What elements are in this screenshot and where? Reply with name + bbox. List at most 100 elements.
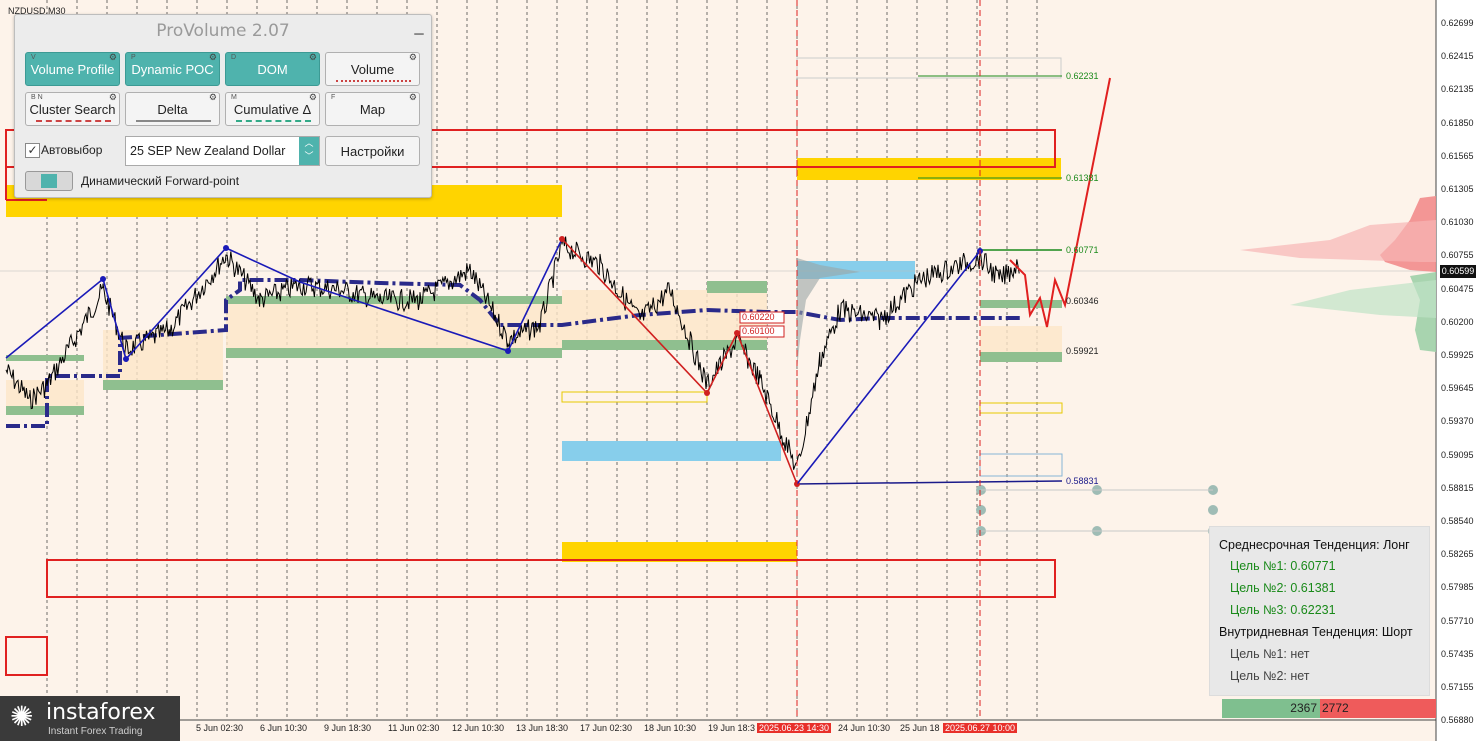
label-level-a: 0.60346 xyxy=(1066,296,1099,306)
dynamic-poc-button[interactable]: P ⚙ Dynamic POC xyxy=(125,52,220,86)
label-level-b: 0.59921 xyxy=(1066,346,1099,356)
value-area-1b xyxy=(226,296,562,304)
session-profile xyxy=(797,258,860,370)
autoselect-checkbox[interactable]: ✓ xyxy=(25,143,40,158)
value-area-2 xyxy=(562,340,767,350)
provolume-panel[interactable]: ProVolume 2.07 ▁ V ⚙ Volume Profile P ⚙ … xyxy=(14,14,432,198)
price-tick-label: 0.59925 xyxy=(1441,350,1474,360)
button-label: Volume Profile xyxy=(30,62,115,77)
time-tick-label: 25 Jun 18 xyxy=(900,723,940,733)
hotkey-label: V xyxy=(31,54,36,61)
autoselect-label: Автовыбор xyxy=(41,143,103,157)
hotkey-label: P xyxy=(131,54,136,61)
gear-logo-icon: ✺ xyxy=(10,701,34,732)
price-tick-label: 0.59095 xyxy=(1441,450,1474,460)
target-zone-2 xyxy=(797,158,1061,180)
gear-icon[interactable]: ⚙ xyxy=(108,92,117,102)
time-tick-label: 17 Jun 02:30 xyxy=(580,723,633,733)
gray-outline-top xyxy=(796,57,1062,79)
time-tick-label: 2025.06.23 14:30 xyxy=(757,723,832,733)
level-markers xyxy=(976,485,1218,536)
liquidity-zone-low xyxy=(562,441,781,461)
zigzag-blue-2 xyxy=(796,250,981,485)
price-tick-label: 0.57155 xyxy=(1441,682,1474,692)
price-tick-label: 0.57985 xyxy=(1441,582,1474,592)
cumulative-delta-button[interactable]: M ⚙ Cumulative Δ xyxy=(225,92,320,126)
instrument-value: 25 SEP New Zealand Dollar xyxy=(130,144,286,158)
volume-profile xyxy=(797,196,1436,370)
forward-point-label: Динамический Forward-point xyxy=(81,174,240,188)
time-tick-label: 24 Jun 10:30 xyxy=(838,723,891,733)
button-label: Настройки xyxy=(340,144,405,159)
sell-volume: 2772 xyxy=(1320,699,1436,718)
label-box-1 xyxy=(739,311,785,324)
gear-icon[interactable]: ⚙ xyxy=(208,92,217,102)
price-tick-label: 0.62415 xyxy=(1441,51,1474,61)
demand-zone-bottom xyxy=(562,542,797,562)
forecast-path xyxy=(1009,77,1111,328)
indicator-strip xyxy=(236,118,311,122)
time-tick-label: 13 Jun 18:30 xyxy=(516,723,569,733)
zigzag-red xyxy=(561,238,798,485)
forward-point-toggle[interactable] xyxy=(25,171,73,191)
toggle-knob xyxy=(41,174,57,188)
gear-icon[interactable]: ⚙ xyxy=(308,52,317,62)
hotkey-label: M xyxy=(231,94,237,101)
yellow-outline-2 xyxy=(561,391,708,403)
label-target3: 0.62231 xyxy=(1066,71,1099,81)
price-tick-label: 0.57710 xyxy=(1441,616,1474,626)
cluster-search-button[interactable]: B N ⚙ Cluster Search xyxy=(25,92,120,126)
volume-profile-button[interactable]: V ⚙ Volume Profile xyxy=(25,52,120,86)
map-button[interactable]: F ⚙ Map xyxy=(325,92,420,126)
hotkey-label: F xyxy=(331,94,336,101)
logo-tagline: Instant Forex Trading xyxy=(48,726,143,737)
time-tick-label: 12 Jun 10:30 xyxy=(452,723,505,733)
gear-icon[interactable]: ⚙ xyxy=(308,92,317,102)
value-area-00b xyxy=(6,355,84,361)
time-tick-label: 6 Jun 10:30 xyxy=(260,723,308,733)
dom-button[interactable]: D ⚙ DOM xyxy=(225,52,320,86)
label-box2: 0.60100 xyxy=(742,326,775,336)
value-area-0 xyxy=(103,380,223,390)
price-tick-label: 0.60200 xyxy=(1441,317,1474,327)
intra-trend-label: Внутридневная Тенденция: Шорт xyxy=(1219,625,1413,639)
logo-badge xyxy=(0,696,180,741)
time-tick-label: 9 Jun 18:30 xyxy=(324,723,372,733)
price-series xyxy=(5,236,1020,470)
price-tick-label: 0.57435 xyxy=(1441,649,1474,659)
gear-icon[interactable]: ⚙ xyxy=(408,92,417,102)
select-arrows-icon[interactable]: ︿ ﹀ xyxy=(299,137,319,165)
mid-target-3: Цель №3: 0.62231 xyxy=(1230,603,1336,617)
price-tick-label: 0.56880 xyxy=(1441,715,1474,725)
gear-icon[interactable]: ⚙ xyxy=(408,52,417,62)
time-tick-label: 18 Jun 10:30 xyxy=(644,723,697,733)
price-tick-label: 0.62699 xyxy=(1441,18,1474,28)
button-label: Map xyxy=(359,102,386,117)
volume-button[interactable]: ⚙ Volume xyxy=(325,52,420,86)
label-target1: 0.60771 xyxy=(1066,245,1099,255)
gear-icon[interactable]: ⚙ xyxy=(108,52,117,62)
value-area-1 xyxy=(226,348,562,358)
indicator-strip xyxy=(336,78,411,82)
instrument-select[interactable]: 25 SEP New Zealand Dollar ︿ ﹀ xyxy=(125,136,320,166)
price-tick-label: 0.60475 xyxy=(1441,284,1474,294)
intra-target-1: Цель №1: нет xyxy=(1230,647,1310,661)
label-box-2 xyxy=(739,325,785,338)
panel-title: ProVolume 2.07 xyxy=(156,21,290,41)
price-tick-label: 0.58265 xyxy=(1441,549,1474,559)
minimize-icon[interactable]: ▁ xyxy=(414,21,424,35)
current-price-tag: 0.60599 xyxy=(1440,265,1476,278)
time-tick-label: 5 Jun 02:30 xyxy=(196,723,244,733)
zigzag-points-blue xyxy=(100,245,511,362)
symbol-label: NZDUSD,M30 xyxy=(8,6,66,16)
logo-name: instaforex xyxy=(46,700,156,725)
button-label: DOM xyxy=(257,62,288,77)
gear-icon[interactable]: ⚙ xyxy=(208,52,217,62)
button-label: Dynamic POC xyxy=(131,62,214,77)
button-label: Volume xyxy=(350,62,395,77)
settings-button[interactable]: Настройки xyxy=(325,136,420,166)
mid-target-2: Цель №2: 0.61381 xyxy=(1230,581,1336,595)
price-tick-label: 0.61305 xyxy=(1441,184,1474,194)
delta-button[interactable]: ⚙ Delta xyxy=(125,92,220,126)
